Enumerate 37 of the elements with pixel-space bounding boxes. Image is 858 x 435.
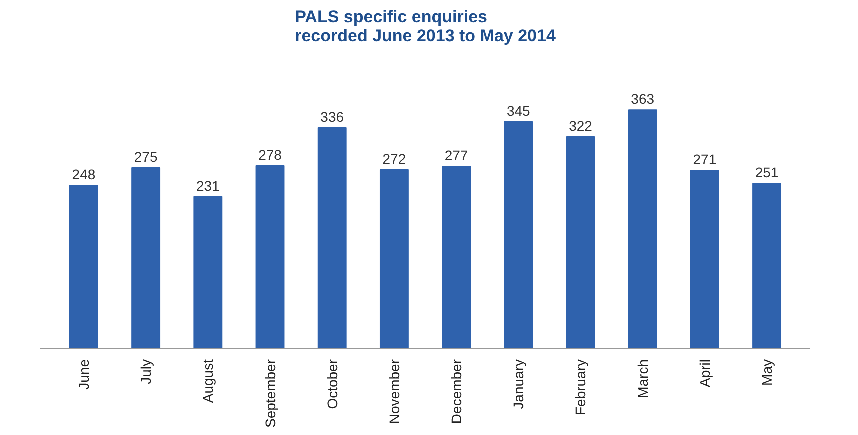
x-tick-label: May	[759, 359, 776, 386]
x-tick-label: June	[76, 359, 92, 390]
x-tick-label: September	[262, 359, 278, 428]
x-tick-label: January	[510, 359, 527, 410]
bar	[194, 196, 223, 348]
bar	[504, 121, 534, 348]
data-label: 277	[444, 148, 468, 164]
data-label: 322	[569, 118, 593, 134]
bar	[256, 165, 285, 348]
data-label: 278	[258, 146, 282, 163]
data-label: 251	[755, 164, 779, 181]
data-label: 336	[320, 108, 344, 125]
x-tick-label: October	[324, 359, 340, 410]
bar	[752, 183, 782, 348]
bar	[628, 110, 658, 348]
x-tick-label: February	[572, 359, 589, 416]
x-tick-label: July	[138, 359, 154, 384]
data-label: 248	[72, 166, 96, 183]
bar	[690, 170, 720, 348]
bar	[132, 167, 161, 348]
data-label: 363	[631, 91, 655, 108]
data-label: 231	[196, 178, 220, 194]
data-label: 275	[134, 148, 158, 165]
bar	[69, 185, 98, 348]
x-tick-label: August	[200, 359, 216, 404]
x-tick-label: November	[386, 359, 402, 424]
data-label: 271	[693, 152, 717, 168]
bar	[380, 169, 409, 348]
x-tick-label: April	[696, 359, 713, 388]
x-tick-label: March	[634, 359, 651, 398]
bar	[566, 136, 596, 348]
data-label: 272	[382, 150, 406, 167]
bar	[318, 127, 347, 348]
chart-title: PALS specific enquiries recorded June 2013 to May 2014	[295, 8, 556, 46]
x-tick-label: December	[448, 359, 465, 424]
bar	[442, 166, 472, 348]
data-label: 345	[506, 102, 531, 119]
